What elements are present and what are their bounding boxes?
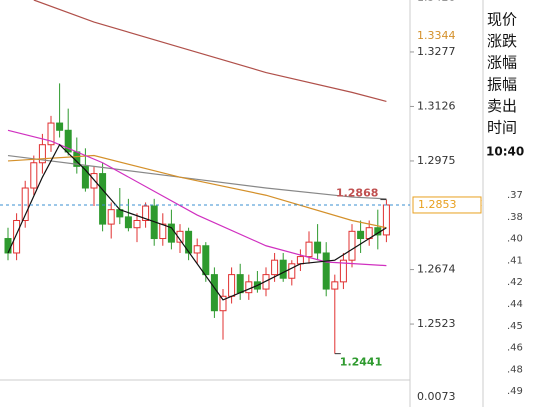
side-label: 时间 (487, 119, 517, 137)
current-price-label: 1.2853 (418, 198, 457, 211)
candle-body (357, 230, 365, 240)
candle-body (296, 256, 304, 265)
side-label: 涨幅 (487, 54, 517, 72)
candle-body (21, 187, 29, 221)
side-label: 涨跌 (487, 32, 517, 50)
candle-body (262, 274, 270, 290)
candle-body (64, 129, 72, 153)
candle-body (13, 219, 21, 254)
moving-average (7, 129, 387, 267)
candle-body (167, 223, 175, 243)
candle-body (339, 259, 347, 283)
candle-body (47, 122, 55, 146)
price-level: .44 (507, 299, 523, 310)
candle-body (193, 245, 201, 254)
y-tick-label: 1.2975 (417, 154, 456, 167)
candle-body (288, 263, 296, 279)
candle-body (38, 144, 46, 164)
y-tick-label: 1.2523 (417, 317, 456, 330)
candle-body (185, 230, 193, 254)
candle-body (331, 281, 339, 290)
candle-body (348, 230, 356, 261)
candle-body (133, 219, 141, 229)
y-tick-label: 1.3126 (417, 99, 456, 112)
moving-average (7, 143, 387, 301)
price-level: .45 (507, 321, 523, 332)
price-level: .42 (507, 277, 523, 288)
price-level: .41 (507, 255, 523, 266)
candle-body (322, 252, 330, 290)
candle-body (99, 173, 107, 225)
candle-body (107, 209, 115, 225)
candle-body (202, 245, 210, 276)
candle-body (305, 241, 313, 258)
side-time: 10:40 (486, 145, 524, 159)
candle-body (271, 259, 279, 276)
side-label: 振幅 (487, 75, 517, 93)
moving-average (33, 0, 387, 102)
candle-body (245, 281, 253, 294)
side-label: 卖出 (487, 97, 517, 115)
y-tick-label: 1.3428 (417, 0, 456, 3)
candle-body (382, 204, 390, 236)
candle-body (210, 274, 218, 312)
candle-body (228, 274, 236, 297)
price-level: .46 (507, 343, 523, 354)
current-price-box (412, 196, 482, 214)
candle-body (56, 122, 64, 131)
candle-body (314, 241, 322, 254)
candle-body (176, 230, 184, 243)
candle-body (219, 295, 227, 312)
y-tick-label: 1.3277 (417, 45, 456, 58)
candle-body (4, 238, 12, 254)
candle-body (142, 205, 150, 221)
price-level: .48 (507, 364, 523, 375)
candle-body (81, 165, 89, 189)
price-level: .40 (507, 234, 523, 245)
volume-label: 0.0073 (417, 390, 456, 403)
moving-average (7, 154, 387, 229)
ma-value-label: 1.3344 (417, 29, 456, 42)
side-label: 现价 (487, 11, 517, 29)
y-tick-label: 1.2674 (417, 263, 456, 276)
candle-body (279, 259, 287, 279)
candle-body (30, 162, 38, 189)
candle-body (159, 223, 167, 240)
low-label: 1.2441 (340, 356, 382, 369)
candle-body (236, 274, 244, 294)
price-level: .37 (507, 190, 523, 201)
price-level: .38 (507, 212, 523, 223)
price-level: .49 (507, 386, 523, 397)
candle-body (124, 216, 132, 229)
high-label: 1.2868 (336, 187, 378, 200)
